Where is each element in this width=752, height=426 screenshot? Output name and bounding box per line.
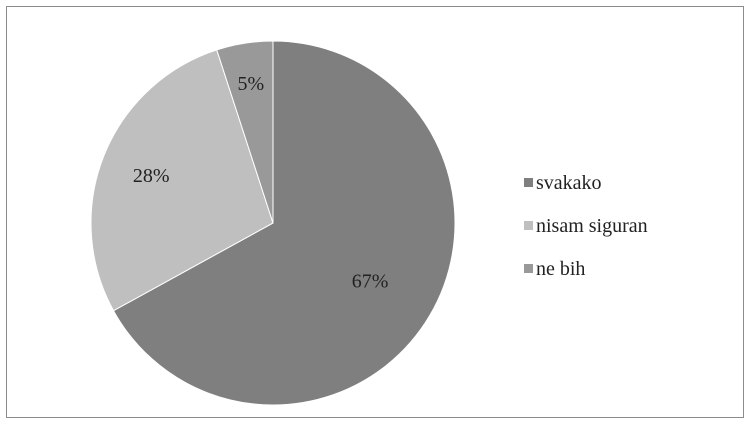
legend-swatch-ne-bih <box>524 264 533 273</box>
legend-label-nisam-siguran: nisam siguran <box>536 215 648 237</box>
legend-swatch-svakako <box>524 178 533 187</box>
data-label-nisam-siguran: 28% <box>133 165 170 187</box>
legend-swatch-nisam-siguran <box>524 221 533 230</box>
data-label-ne-bih: 5% <box>237 73 264 95</box>
data-label-svakako: 67% <box>352 270 389 292</box>
pie-slice-svakako <box>112 40 456 406</box>
pie-slice-ne-bih <box>216 40 274 224</box>
pie-data-labels: 67% 28% 5% <box>133 73 389 293</box>
legend-label-ne-bih: ne bih <box>536 258 585 280</box>
pie-slice-nisam-siguran <box>90 49 274 312</box>
legend-label-svakako: svakako <box>536 172 602 194</box>
pie-slices <box>90 40 456 406</box>
chart-legend: svakako nisam siguran ne bih <box>524 172 648 280</box>
